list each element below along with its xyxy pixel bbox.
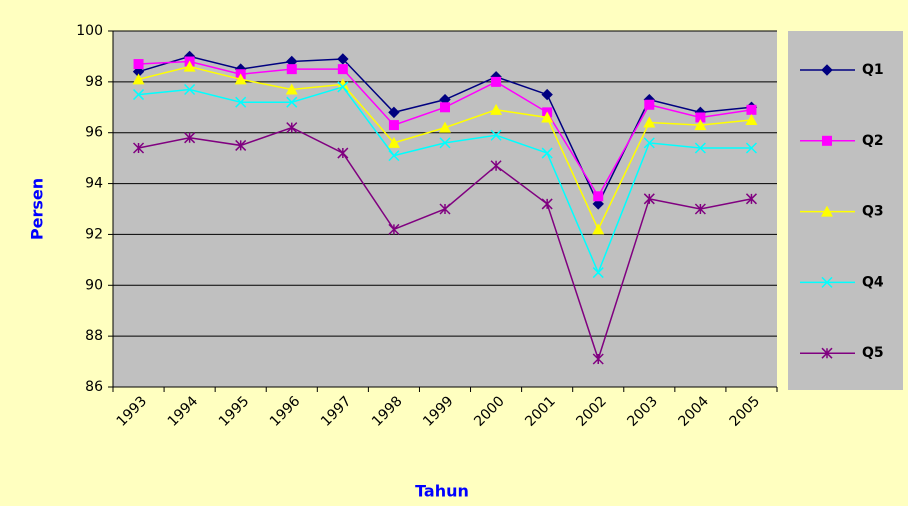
marker (745, 114, 758, 125)
marker (235, 139, 247, 151)
marker (337, 147, 349, 159)
marker (746, 104, 757, 115)
marker (490, 129, 502, 141)
marker (541, 111, 554, 123)
marker (183, 60, 196, 72)
y-tick-label: 86 (85, 379, 103, 395)
legend-marker (821, 347, 833, 359)
marker (133, 89, 145, 101)
marker (336, 78, 349, 90)
marker (286, 96, 298, 108)
legend-label: Q2 (862, 133, 884, 149)
marker (439, 121, 451, 133)
marker (184, 83, 196, 96)
marker (286, 122, 298, 134)
legend-box (788, 31, 903, 390)
marker (490, 103, 503, 115)
marker (440, 102, 450, 113)
marker (491, 76, 502, 87)
marker (235, 96, 247, 108)
marker (644, 99, 655, 110)
marker (490, 160, 502, 172)
y-tick-label: 88 (85, 328, 103, 344)
marker (387, 136, 400, 148)
legend-label: Q1 (862, 62, 884, 78)
y-tick-label: 94 (85, 176, 103, 192)
marker (694, 119, 707, 131)
legend-label: Q4 (862, 274, 884, 290)
y-tick-label: 90 (85, 277, 103, 293)
marker (593, 191, 604, 202)
legend-label: Q3 (862, 204, 884, 220)
marker (234, 73, 247, 85)
x-axis-title: Tahun (415, 482, 469, 501)
marker (337, 53, 349, 65)
y-tick-label: 98 (85, 74, 103, 90)
y-tick-label: 92 (85, 226, 103, 242)
y-tick-label: 96 (85, 125, 103, 141)
legend-marker (822, 135, 832, 146)
marker (184, 132, 196, 144)
marker (337, 64, 348, 75)
marker (694, 142, 706, 154)
marker (592, 223, 605, 235)
marker (388, 150, 400, 162)
marker (592, 353, 604, 365)
marker (541, 88, 553, 101)
marker (694, 203, 706, 215)
marker (132, 73, 145, 85)
marker (337, 81, 349, 93)
marker (745, 193, 757, 205)
marker (133, 59, 144, 70)
legend-marker (821, 64, 833, 76)
marker (695, 112, 706, 123)
y-tick-label: 100 (76, 23, 103, 39)
legend-label: Q5 (862, 345, 884, 361)
marker (133, 142, 145, 154)
marker (643, 116, 656, 128)
marker (286, 64, 297, 75)
marker (388, 106, 400, 119)
marker (388, 120, 399, 131)
marker (388, 223, 400, 235)
marker (439, 137, 451, 149)
marker (643, 137, 655, 149)
marker (592, 267, 604, 279)
legend-marker (821, 276, 833, 288)
marker (592, 198, 604, 210)
legend-marker (821, 205, 833, 217)
marker (745, 142, 757, 154)
y-axis-title: Persen (28, 178, 47, 240)
marker (541, 147, 553, 159)
marker (439, 203, 451, 215)
marker (541, 198, 553, 210)
marker (643, 193, 655, 205)
marker (285, 83, 298, 95)
